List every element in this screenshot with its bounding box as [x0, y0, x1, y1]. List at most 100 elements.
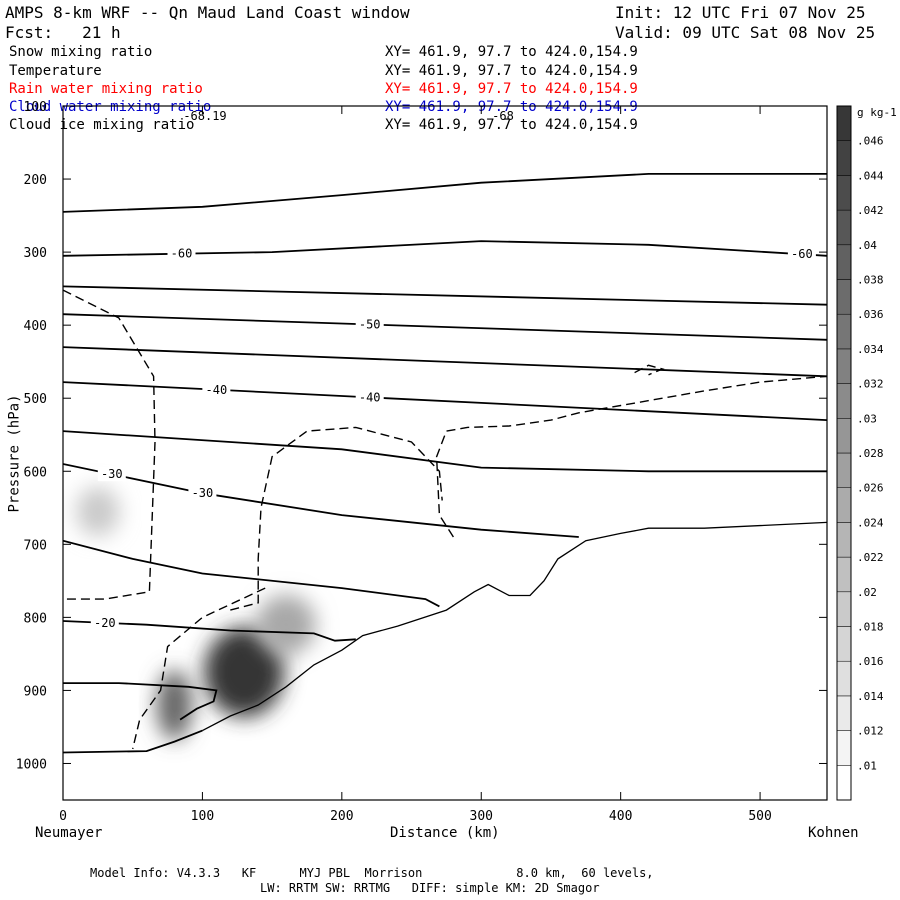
x-tick-label: 300: [470, 809, 493, 824]
isotherm-label-bg: [188, 486, 217, 501]
isotherm: [63, 729, 203, 754]
colorbar-segment: [836, 348, 852, 384]
y-tick-label: 900: [24, 684, 47, 699]
isotherm: [63, 620, 356, 642]
isotherm: [63, 682, 218, 721]
isotherm-label: -30: [101, 467, 123, 481]
colorbar-tick-label: .046: [857, 135, 884, 148]
isotherm: [63, 346, 827, 378]
colorbar-segment: [836, 105, 852, 141]
init-time: Init: 12 UTC Fri 07 Nov 25: [615, 3, 866, 22]
colorbar-segment: [836, 418, 852, 454]
isotherm-label-bg: [97, 467, 126, 482]
colorbar-segment: [836, 626, 852, 662]
valid-time: Valid: 09 UTC Sat 08 Nov 25: [615, 23, 876, 42]
colorbar-segment: [836, 209, 852, 246]
misc-label: -68: [492, 109, 514, 123]
model-physics: LW: RRTM SW: RRTMG DIFF: simple KM: 2D S…: [260, 881, 600, 895]
colorbar-segment: [836, 279, 852, 315]
cloud-ice-contour: [132, 587, 266, 750]
x-tick-label: 0: [59, 809, 67, 824]
colorbar-segment: [836, 730, 852, 766]
legend-snow-xy: XY= 461.9, 97.7 to 424.0,154.9: [385, 44, 638, 60]
x-tick-label: 100: [191, 809, 214, 824]
isotherm-label: -30: [192, 486, 214, 500]
colorbar-tick-label: .012: [857, 725, 884, 738]
y-tick-label: 800: [24, 611, 47, 626]
colorbar-tick-label: .032: [857, 378, 884, 391]
isotherm: [63, 173, 827, 213]
isotherm: [63, 285, 827, 306]
legend-temperature-xy: XY= 461.9, 97.7 to 424.0,154.9: [385, 63, 638, 79]
cloud-ice-contour: [634, 364, 665, 376]
colorbar-tick-label: .016: [857, 655, 884, 668]
isotherm: [63, 313, 827, 341]
y-tick-label: 700: [24, 538, 47, 553]
isotherm: [63, 430, 827, 473]
colorbar-segment: [836, 313, 852, 350]
legend-cloud-ice-xy: XY= 461.9, 97.7 to 424.0,154.9: [385, 117, 638, 133]
colorbar-tick-label: .04: [857, 239, 877, 252]
isotherm-label: -60: [171, 247, 193, 261]
y-axis-label: Pressure (hPa): [6, 394, 23, 513]
colorbar-tick-label: .024: [857, 516, 884, 529]
y-tick-label: 300: [24, 246, 47, 261]
colorbar-segment: [836, 522, 852, 558]
colorbar-tick-label: .026: [857, 482, 884, 495]
legend-cloud-water: Cloud water mixing ratio: [9, 99, 212, 115]
colorbar-tick-label: .022: [857, 551, 884, 564]
colorbar-segment: [836, 660, 852, 697]
terrain-line: [202, 521, 827, 732]
y-tick-label: 100: [24, 100, 47, 115]
colorbar-segment: [836, 244, 852, 280]
isotherm-label: -50: [359, 317, 381, 331]
colorbar-tick-label: .028: [857, 447, 884, 460]
colorbar-tick-label: .044: [857, 169, 884, 182]
colorbar-tick-label: .038: [857, 274, 884, 287]
legend-cloud-water-xy: XY= 461.9, 97.7 to 424.0,154.9: [385, 99, 638, 115]
snow-maximum: [156, 670, 193, 741]
colorbar-tick-label: .018: [857, 621, 884, 634]
colorbar-segment: [836, 452, 852, 488]
cloud-ice-contour: [230, 426, 443, 611]
y-tick-label: 400: [24, 319, 47, 334]
isotherm: [63, 539, 440, 608]
cloud-ice-contour: [63, 289, 156, 600]
legend-cloud-ice: Cloud ice mixing ratio: [9, 117, 195, 133]
colorbar-tick-label: .02: [857, 586, 877, 599]
isotherm: [63, 463, 579, 538]
colorbar-tick-label: .01: [857, 759, 877, 772]
colorbar-segment: [836, 765, 852, 801]
colorbar-segment: [836, 175, 852, 211]
legend-snow: Snow mixing ratio: [9, 44, 153, 60]
plot-frame: [62, 105, 828, 801]
snow-maximum: [75, 486, 120, 537]
isotherm-label-bg: [167, 246, 196, 261]
legend-rain-xy: XY= 461.9, 97.7 to 424.0,154.9: [385, 81, 638, 97]
isotherm-label: -60: [791, 247, 813, 261]
isotherm-label-bg: [202, 382, 231, 397]
x-tick-label: 200: [330, 809, 353, 824]
colorbar-segment: [836, 695, 852, 731]
colorbar-frame: [836, 105, 852, 801]
colorbar-tick-label: .042: [857, 204, 884, 217]
colorbar-segment: [836, 556, 852, 593]
colorbar-segment: [836, 591, 852, 627]
colorbar-tick-label: .034: [857, 343, 884, 356]
colorbar-segment: [836, 383, 852, 419]
y-tick-label: 1000: [16, 757, 47, 772]
legend-rain: Rain water mixing ratio: [9, 81, 203, 97]
isotherm-label-bg: [90, 615, 119, 630]
colorbar-tick-label: .014: [857, 690, 884, 703]
isotherm-label: -20: [94, 616, 116, 630]
isotherm-label-bg: [355, 317, 384, 332]
isotherm-label: -40: [206, 383, 228, 397]
colorbar-units: g kg-1: [857, 106, 897, 119]
colorbar-tick-label: .036: [857, 308, 884, 321]
misc-label: -68.19: [183, 109, 226, 123]
x-left-endpoint: Neumayer: [35, 825, 103, 841]
isotherm: [63, 240, 827, 257]
colorbar-segment: [836, 487, 852, 523]
y-tick-label: 600: [24, 465, 47, 480]
